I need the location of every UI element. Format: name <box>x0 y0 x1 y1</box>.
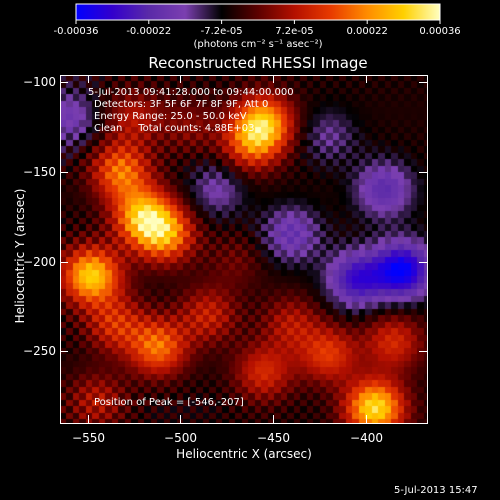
annotation-time-range: 5-Jul-2013 09:41:28.000 to 09:44:00.000 <box>88 87 294 98</box>
chart-title: Reconstructed RHESSI Image <box>148 54 368 72</box>
x-tick-label: −400 <box>350 431 383 445</box>
y-tick-label: −250 <box>23 343 56 358</box>
x-tick-label: −550 <box>72 431 105 445</box>
colorbar-tick-label: 7.2e-05 <box>275 26 314 37</box>
colorbar <box>75 3 441 24</box>
annotation-peak-position: Position of Peak = [-546,-207] <box>94 397 244 408</box>
timestamp: 5-Jul-2013 15:47 <box>394 485 478 496</box>
colorbar-tick-label: -0.00036 <box>53 26 99 37</box>
x-tick-label: −500 <box>164 431 197 445</box>
colorbar-tick-label: 0.00022 <box>346 26 388 37</box>
x-axis-label: Heliocentric X (arcsec) <box>176 447 312 461</box>
y-tick-label: −150 <box>23 164 56 179</box>
colorbar-tick-label: 0.00036 <box>419 26 461 37</box>
colorbar-units: (photons cm⁻² s⁻¹ asec⁻²) <box>193 39 323 50</box>
colorbar-tick-label: -0.00022 <box>126 26 172 37</box>
y-tick-label: −200 <box>23 254 56 269</box>
y-tick-label: −100 <box>23 74 56 89</box>
y-axis-label: Heliocentric Y (arcsec) <box>13 188 27 324</box>
colorbar-gradient <box>75 3 441 21</box>
annotation-energy-range: Energy Range: 25.0 - 50.0 keV <box>94 111 247 122</box>
x-tick-label: −450 <box>257 431 290 445</box>
colorbar-ticks <box>75 20 441 24</box>
annotation-clean-counts: Clean Total counts: 4.88E+03 <box>94 123 255 134</box>
y-axis-label-text: Heliocentric Y (arcsec) <box>13 188 27 324</box>
colorbar-tick-label: -7.2e-05 <box>200 26 243 37</box>
annotation-detectors: Detectors: 3F 5F 6F 7F 8F 9F, Att 0 <box>94 99 269 110</box>
